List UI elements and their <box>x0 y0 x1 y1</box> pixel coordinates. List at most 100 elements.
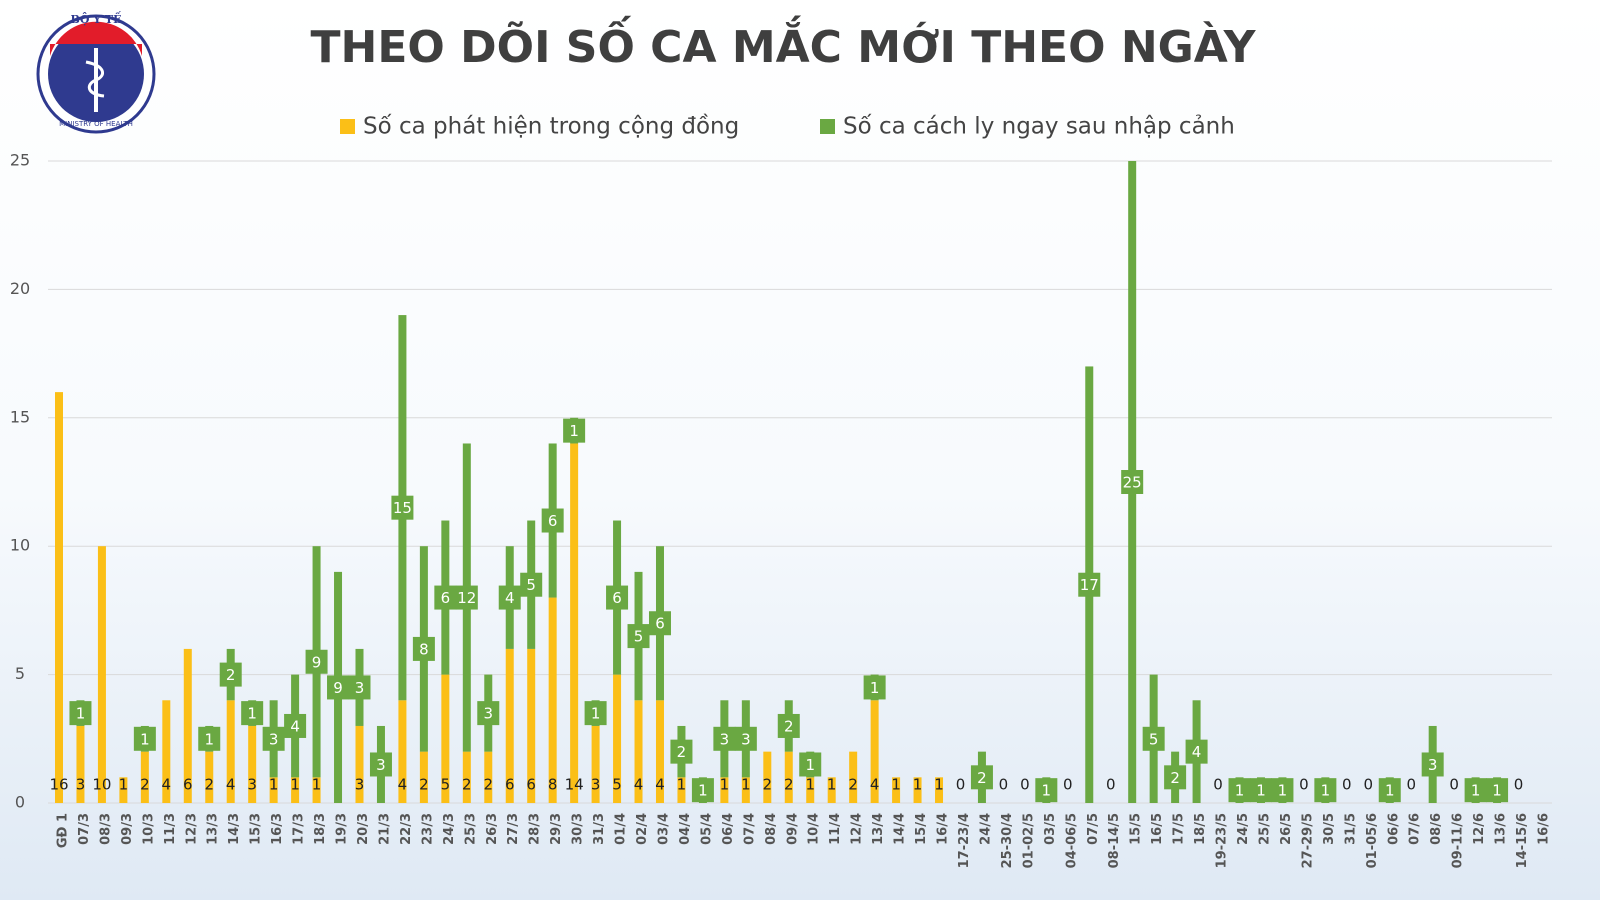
data-label-box: 12 <box>455 585 478 610</box>
x-tick-label: 04-06/5 <box>1064 813 1079 868</box>
data-label: 3 <box>1428 756 1438 774</box>
data-label: 3 <box>376 756 386 774</box>
y-tick-label: 25 <box>10 151 30 170</box>
y-tick-label: 20 <box>10 279 30 298</box>
data-label-box: 1 <box>1314 778 1337 803</box>
label-bg <box>369 752 392 777</box>
label-bg <box>434 585 457 610</box>
data-label: 0 <box>1364 776 1374 794</box>
data-label: 1 <box>140 730 150 748</box>
label-bg <box>498 585 521 610</box>
data-label: 1 <box>1471 782 1481 800</box>
x-tick-label: 30/3 <box>571 813 586 845</box>
data-label: 1 <box>934 776 944 794</box>
x-tick-label: 15/4 <box>914 813 929 845</box>
x-tick-label: GĐ 1 <box>56 813 71 848</box>
data-label: 0 <box>1063 776 1073 794</box>
x-tick-label: 14/3 <box>227 813 242 845</box>
data-label: 1 <box>805 776 815 794</box>
data-label: 3 <box>720 730 730 748</box>
data-label: 6 <box>183 776 193 794</box>
data-label-box: 5 <box>520 572 543 597</box>
data-label: 4 <box>505 589 515 607</box>
bar-segment <box>827 777 836 803</box>
data-label: 2 <box>848 776 858 794</box>
data-label: 1 <box>827 776 837 794</box>
x-tick-label: 17/3 <box>292 813 307 845</box>
data-label-box: 4 <box>498 585 521 610</box>
data-label: 4 <box>290 717 300 735</box>
data-label: 2 <box>462 776 472 794</box>
x-tick-label: 17-23/4 <box>957 813 972 868</box>
label-bg <box>970 765 993 790</box>
x-tick-label: 01-05/6 <box>1365 813 1380 868</box>
bar-segment <box>548 597 557 803</box>
x-tick-label: 16/4 <box>936 813 951 845</box>
data-label: 3 <box>269 730 279 748</box>
x-tick-label: 07/4 <box>742 813 757 845</box>
x-tick-label: 08/3 <box>98 813 113 845</box>
bar-segment <box>720 777 729 803</box>
x-tick-label: 01/4 <box>614 813 629 845</box>
data-label-box: 1 <box>1378 778 1401 803</box>
data-label-box: 1 <box>1228 778 1251 803</box>
data-label: 1 <box>913 776 923 794</box>
bar-segment <box>312 777 321 803</box>
data-label: 0 <box>1342 776 1352 794</box>
label-bg <box>1486 778 1509 803</box>
data-label: 1 <box>204 730 214 748</box>
data-label: 0 <box>1449 776 1459 794</box>
data-label-box: 4 <box>284 713 307 738</box>
data-label-box: 3 <box>477 701 500 726</box>
data-label: 8 <box>419 640 429 658</box>
data-label-box: 1 <box>563 418 586 443</box>
data-label: 9 <box>312 653 322 671</box>
x-tick-label: 09/4 <box>785 813 800 845</box>
data-label: 6 <box>505 776 515 794</box>
label-bg <box>262 726 285 751</box>
x-tick-label: 10/3 <box>141 813 156 845</box>
data-label: 1 <box>1235 782 1245 800</box>
data-label-box: 5 <box>627 624 650 649</box>
legend-swatch <box>820 119 835 134</box>
data-label: 1 <box>805 756 815 774</box>
x-tick-label: 03/5 <box>1043 813 1058 845</box>
x-tick-label: 31/3 <box>592 813 607 845</box>
x-tick-label: 13/6 <box>1494 813 1509 845</box>
data-label: 3 <box>76 776 86 794</box>
x-tick-label: 18/5 <box>1193 813 1208 845</box>
bar-segment <box>226 700 235 803</box>
data-label: 6 <box>655 615 665 633</box>
data-label: 1 <box>677 776 687 794</box>
data-label-box: 1 <box>1035 778 1058 803</box>
label-bg <box>734 726 757 751</box>
label-bg <box>477 701 500 726</box>
label-bg <box>1249 778 1272 803</box>
label-bg <box>219 662 242 687</box>
bar-segment <box>398 700 407 803</box>
data-label: 3 <box>355 776 365 794</box>
x-tick-label: 25-30/4 <box>1000 813 1015 868</box>
label-bg <box>627 624 650 649</box>
data-label-box: 2 <box>670 739 693 764</box>
x-tick-label: 26/5 <box>1279 813 1294 845</box>
label-bg <box>391 495 414 520</box>
data-label-box: 2 <box>1164 765 1187 790</box>
bar-segment <box>484 751 493 803</box>
x-tick-label: 23/3 <box>420 813 435 845</box>
x-tick-label: 13/4 <box>871 813 886 845</box>
data-label: 1 <box>312 776 322 794</box>
x-tick-label: 25/5 <box>1257 813 1272 845</box>
data-label: 17 <box>1080 576 1099 594</box>
data-label: 6 <box>526 776 536 794</box>
data-label-box: 9 <box>305 649 328 674</box>
data-label: 4 <box>634 776 644 794</box>
data-label: 0 <box>1106 776 1116 794</box>
data-label: 4 <box>226 776 236 794</box>
x-tick-label: 30/5 <box>1322 813 1337 845</box>
label-bg <box>670 739 693 764</box>
x-tick-label: 20/3 <box>356 813 371 845</box>
bar-segment <box>527 648 536 803</box>
data-label-box: 6 <box>434 585 457 610</box>
data-label: 6 <box>441 589 451 607</box>
